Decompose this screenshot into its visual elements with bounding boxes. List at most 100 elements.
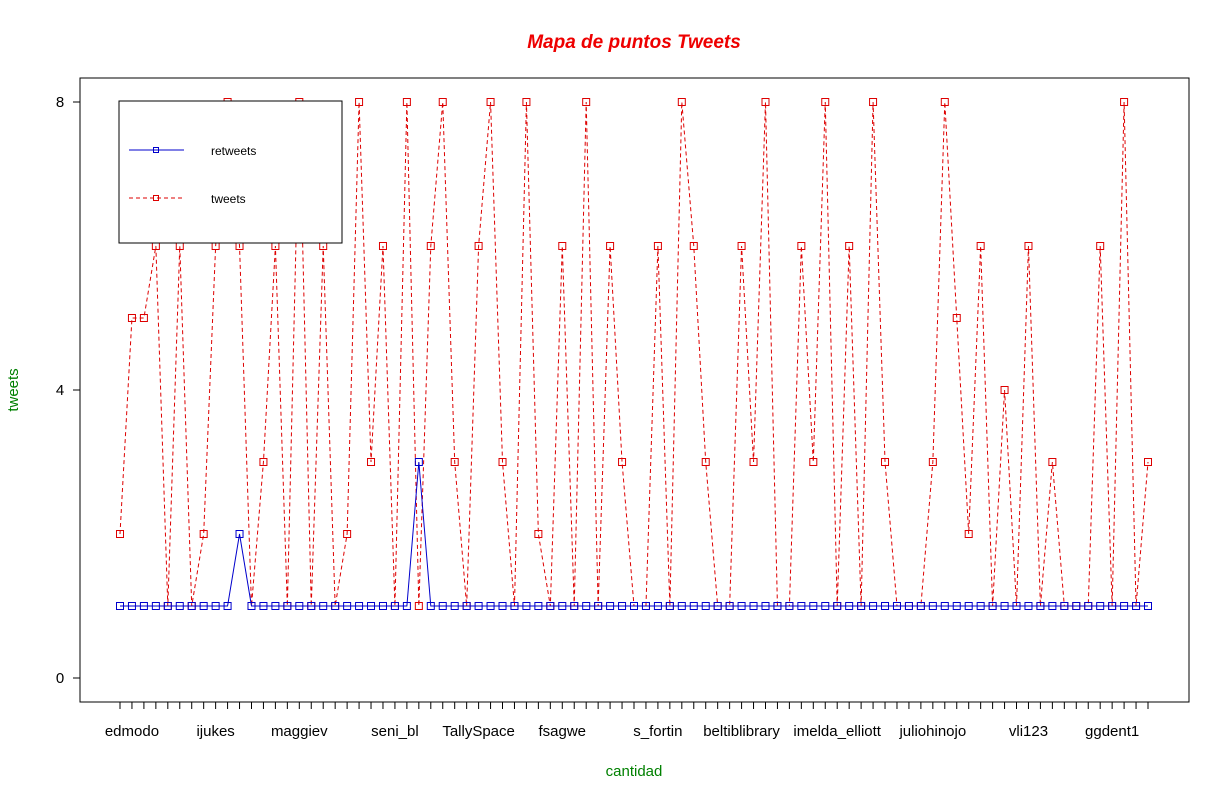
data-point-retweets (845, 602, 854, 610)
data-point-tweets (749, 458, 758, 466)
data-point-retweets (187, 602, 196, 610)
data-point-retweets (402, 602, 411, 610)
data-point-retweets (881, 602, 890, 610)
data-point-tweets (1024, 242, 1033, 250)
data-point-tweets (1096, 242, 1105, 250)
data-point-retweets (1000, 602, 1009, 610)
data-point-retweets (1108, 602, 1117, 610)
data-point-tweets (952, 314, 961, 322)
data-point-tweets (1048, 458, 1057, 466)
data-point-retweets (295, 602, 304, 610)
data-point-retweets (151, 602, 160, 610)
x-tick-label: vli123 (1009, 723, 1048, 740)
data-point-retweets (534, 602, 543, 610)
data-point-tweets (940, 98, 949, 106)
data-point-retweets (414, 458, 423, 466)
y-axis: 0 4 8 (56, 94, 81, 687)
data-point-retweets (570, 602, 579, 610)
data-point-tweets (737, 242, 746, 250)
data-point-retweets (976, 602, 985, 610)
legend-marker-tweets (153, 195, 159, 201)
data-point-tweets (438, 98, 447, 106)
legend-label-retweets: retweets (211, 144, 256, 158)
data-point-tweets (426, 242, 435, 250)
data-point-retweets (426, 602, 435, 610)
data-point-retweets (546, 602, 555, 610)
x-tick-label: s_fortin (633, 723, 682, 740)
data-point-retweets (259, 602, 268, 610)
data-point-retweets (378, 602, 387, 610)
data-point-retweets (283, 602, 292, 610)
data-point-tweets (259, 458, 268, 466)
series-layer (116, 98, 1152, 610)
data-point-retweets (247, 602, 256, 610)
data-point-retweets (199, 602, 208, 610)
data-point-retweets (869, 602, 878, 610)
data-point-retweets (498, 602, 507, 610)
y-tick-label: 8 (56, 94, 64, 111)
data-point-retweets (474, 602, 483, 610)
chart-title: Mapa de puntos Tweets (527, 32, 741, 53)
data-point-tweets (761, 98, 770, 106)
data-point-retweets (1060, 602, 1069, 610)
data-point-retweets (1132, 602, 1141, 610)
x-tick-label: ijukes (196, 723, 234, 740)
data-point-retweets (833, 602, 842, 610)
data-point-retweets (952, 602, 961, 610)
data-point-retweets (223, 602, 232, 610)
data-point-retweets (773, 602, 782, 610)
data-point-retweets (749, 602, 758, 610)
x-tick-label: ggdent1 (1085, 723, 1139, 740)
data-point-tweets (1144, 458, 1152, 466)
data-point-retweets (797, 602, 806, 610)
data-point-retweets (1096, 602, 1105, 610)
y-tick-label: 4 (56, 382, 64, 399)
legend-marker-retweets (153, 147, 159, 153)
data-point-retweets (701, 602, 710, 610)
data-point-retweets (653, 602, 662, 610)
data-point-tweets (199, 530, 208, 538)
data-point-tweets (701, 458, 710, 466)
data-point-retweets (1048, 602, 1057, 610)
data-point-retweets (175, 602, 184, 610)
data-point-tweets (474, 242, 483, 250)
data-point-retweets (857, 602, 866, 610)
data-point-retweets (1144, 602, 1152, 610)
data-point-retweets (940, 602, 949, 610)
data-point-retweets (725, 602, 734, 610)
data-point-tweets (821, 98, 830, 106)
data-point-retweets (271, 602, 280, 610)
data-point-retweets (821, 602, 830, 610)
data-point-retweets (211, 602, 220, 610)
x-axis-label: cantidad (606, 763, 663, 780)
data-point-tweets (869, 98, 878, 106)
data-point-retweets (809, 602, 818, 610)
x-tick-label: imelda_elliott (793, 723, 881, 740)
data-point-retweets (1024, 602, 1033, 610)
data-point-retweets (1012, 602, 1021, 610)
data-point-retweets (713, 602, 722, 610)
x-tick-label: seni_bl (371, 723, 419, 740)
x-tick-label: TallySpace (442, 723, 515, 740)
data-point-retweets (558, 602, 567, 610)
data-point-tweets (522, 98, 531, 106)
data-point-retweets (438, 602, 447, 610)
data-point-retweets (116, 602, 124, 610)
data-point-retweets (450, 602, 459, 610)
data-point-tweets (558, 242, 567, 250)
data-point-retweets (510, 602, 519, 610)
data-point-retweets (1072, 602, 1081, 610)
data-point-tweets (618, 458, 627, 466)
data-point-tweets (582, 98, 591, 106)
data-point-tweets (450, 458, 459, 466)
data-point-retweets (355, 602, 364, 610)
data-point-tweets (127, 314, 136, 322)
data-point-retweets (677, 602, 686, 610)
data-point-retweets (689, 602, 698, 610)
data-point-retweets (761, 602, 770, 610)
y-tick-label: 0 (56, 670, 64, 687)
data-point-tweets (355, 98, 364, 106)
data-point-tweets (797, 242, 806, 250)
data-point-tweets (964, 530, 973, 538)
